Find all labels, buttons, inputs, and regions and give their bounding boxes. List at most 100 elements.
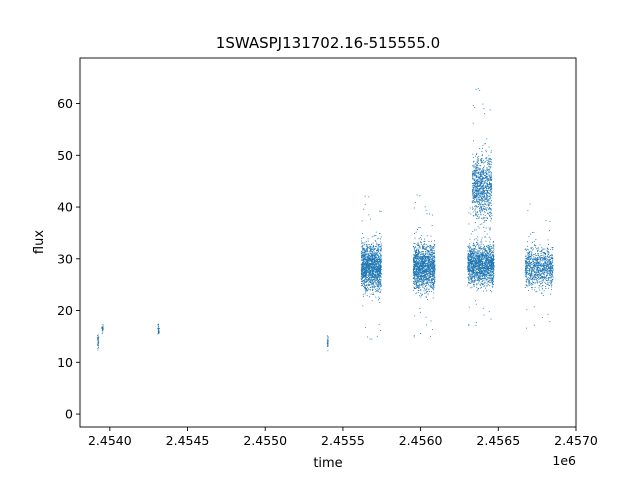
scatter-point [427, 293, 429, 295]
scatter-point [431, 252, 433, 253]
scatter-point [485, 170, 486, 172]
scatter-point [475, 205, 477, 207]
scatter-point [417, 276, 419, 278]
scatter-point [471, 267, 472, 268]
scatter-point [480, 287, 482, 289]
scatter-point [472, 252, 473, 254]
scatter-point [424, 264, 425, 266]
scatter-point [433, 275, 435, 277]
scatter-point [418, 256, 420, 258]
scatter-point [374, 252, 376, 254]
scatter-point [430, 280, 432, 282]
scatter-point [414, 202, 416, 203]
scatter-point [425, 252, 427, 254]
scatter-point [483, 227, 485, 228]
scatter-point [479, 277, 481, 279]
scatter-point [416, 276, 418, 278]
scatter-point [479, 248, 481, 250]
scatter-point [478, 275, 480, 277]
scatter-point [470, 273, 472, 275]
scatter-point [433, 278, 435, 280]
scatter-point [413, 277, 415, 279]
scatter-point [476, 286, 478, 288]
scatter-point [418, 250, 419, 252]
scatter-point [428, 250, 430, 252]
scatter-point [421, 260, 422, 262]
scatter-point [473, 252, 475, 254]
scatter-point [376, 270, 378, 271]
scatter-point [430, 250, 431, 252]
scatter-point [478, 277, 479, 279]
scatter-point [380, 246, 382, 248]
scatter-point [483, 192, 485, 194]
scatter-point [378, 270, 380, 272]
scatter-point [419, 195, 421, 197]
scatter-point [488, 253, 489, 255]
scatter-point [371, 283, 373, 285]
scatter-point [476, 214, 477, 216]
scatter-point [486, 274, 488, 276]
scatter-point [375, 277, 377, 278]
scatter-point [366, 264, 368, 266]
scatter-point [372, 257, 374, 258]
scatter-point [361, 253, 363, 255]
scatter-point [429, 274, 431, 276]
scatter-point [471, 280, 473, 282]
scatter-point [426, 257, 427, 258]
scatter-point [421, 265, 423, 266]
scatter-point [485, 287, 487, 289]
scatter-point [432, 256, 434, 257]
scatter-point [422, 269, 424, 270]
scatter-point [493, 267, 495, 269]
scatter-point [479, 197, 480, 199]
scatter-point [482, 252, 484, 254]
scatter-point [491, 194, 493, 196]
scatter-point [374, 266, 376, 268]
scatter-point [414, 252, 416, 254]
scatter-point [475, 273, 477, 275]
scatter-point [469, 262, 471, 264]
scatter-point [363, 283, 365, 285]
scatter-point [430, 266, 432, 268]
scatter-point [370, 247, 372, 249]
scatter-point [367, 247, 369, 249]
scatter-point [417, 264, 419, 266]
scatter-point [477, 256, 479, 257]
scatter-point [487, 268, 489, 270]
scatter-point [377, 271, 379, 272]
scatter-point [369, 263, 371, 264]
scatter-point [379, 270, 381, 271]
scatter-point [480, 260, 481, 262]
scatter-point [428, 251, 430, 253]
scatter-point [374, 265, 375, 267]
scatter-point [493, 262, 495, 264]
scatter-point [491, 259, 492, 260]
scatter-point [490, 209, 492, 211]
scatter-point [477, 272, 479, 274]
scatter-point [377, 252, 378, 253]
scatter-point [487, 261, 489, 263]
scatter-point [422, 248, 424, 250]
scatter-point [482, 260, 484, 262]
scatter-point [368, 275, 369, 277]
scatter-point [492, 261, 494, 263]
scatter-point [416, 258, 418, 259]
scatter-point [492, 247, 494, 249]
scatter-point [475, 166, 476, 168]
scatter-point [422, 282, 424, 284]
scatter-point [488, 207, 490, 209]
scatter-point [370, 260, 372, 262]
scatter-point [419, 266, 421, 268]
scatter-point [471, 266, 473, 268]
scatter-point [362, 254, 364, 256]
scatter-point [469, 256, 471, 258]
scatter-point [366, 261, 368, 263]
scatter-point [367, 267, 369, 269]
scatter-point [422, 279, 424, 281]
scatter-point [484, 264, 486, 266]
scatter-point [475, 303, 477, 305]
scatter-point [476, 263, 478, 265]
scatter-point [364, 203, 366, 205]
scatter-point [481, 278, 483, 280]
